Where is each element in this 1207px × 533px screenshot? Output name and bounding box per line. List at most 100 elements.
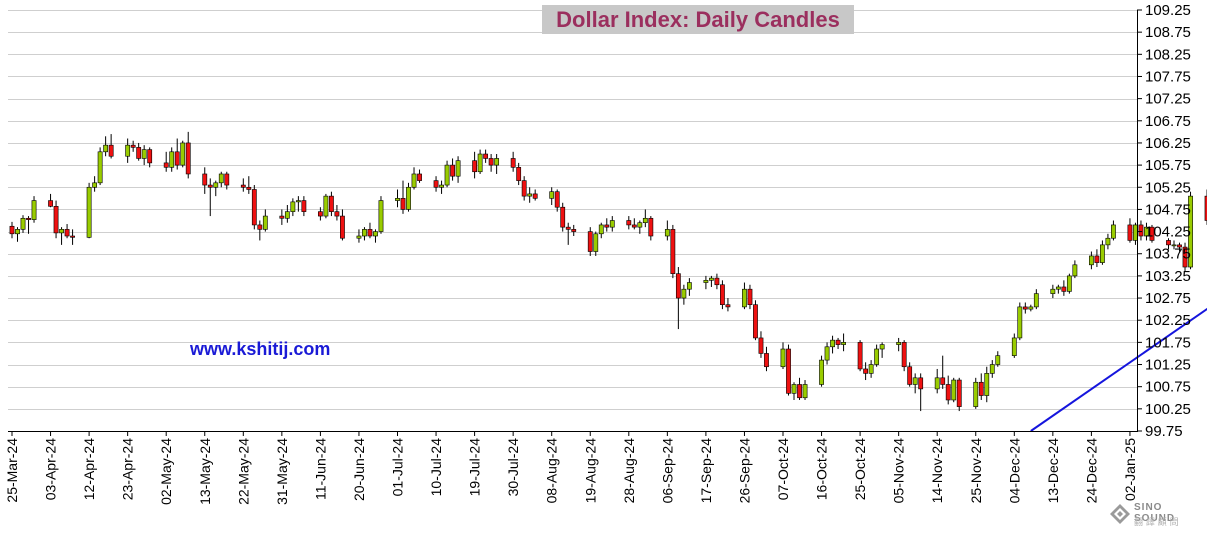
candle-body: [1089, 255, 1094, 266]
candle-body: [989, 364, 995, 374]
candle-body: [1100, 244, 1105, 263]
candle-body: [830, 339, 835, 348]
x-tick-label: 31-May-24: [274, 438, 290, 505]
candle-body: [262, 215, 268, 230]
candle-body: [279, 215, 285, 219]
candle-body: [560, 206, 566, 228]
candle-body: [1182, 246, 1188, 268]
x-tick-label: 23-Apr-24: [120, 438, 136, 500]
candle-body: [411, 173, 417, 188]
candle-body: [417, 173, 422, 181]
candle-body: [86, 186, 92, 238]
candle-body: [284, 211, 290, 219]
candle-body: [879, 344, 885, 350]
candle-body: [477, 153, 483, 173]
y-tick-label: 108.25: [1145, 46, 1191, 63]
candle-body: [1028, 306, 1034, 310]
candle-body: [295, 200, 301, 203]
x-tick-label: 14-Nov-24: [929, 438, 945, 504]
candle-body: [257, 224, 263, 230]
y-tick-label: 103.25: [1145, 268, 1191, 285]
y-tick-label: 102.75: [1145, 290, 1191, 307]
candle-body: [439, 184, 444, 188]
candle-body: [1149, 226, 1155, 241]
candle-body: [455, 160, 461, 177]
candle-body: [323, 195, 329, 217]
candle-body: [868, 364, 874, 374]
candle-body: [174, 151, 180, 166]
x-tick-label: 25-Mar-24: [4, 438, 20, 503]
candle-body: [130, 144, 136, 148]
candle-body: [406, 186, 411, 210]
candle-body: [224, 173, 230, 186]
candle-body: [48, 200, 53, 207]
candle-body: [720, 284, 725, 306]
x-tick-label: 02-Jan-25: [1122, 438, 1138, 501]
candle-body: [835, 339, 841, 345]
x-tick-labels: 25-Mar-24 03-Apr-24 12-Apr-24 23-Apr-24 02-M…: [4, 431, 1138, 505]
candle-body: [686, 282, 692, 290]
candle-body: [907, 366, 913, 385]
candle-body: [758, 337, 764, 354]
x-tick-label: 30-Jul-24: [505, 438, 521, 497]
candle-body: [863, 368, 869, 374]
candle-body: [742, 288, 747, 308]
candle-body: [395, 198, 400, 201]
x-tick-label: 26-Sep-24: [736, 438, 752, 504]
candle-body: [857, 342, 863, 370]
candle-body: [290, 201, 296, 212]
x-tick-label: 20-Jun-24: [351, 438, 367, 501]
candle-body: [97, 151, 103, 184]
y-tick-label: 107.25: [1145, 91, 1191, 108]
trendline: [1030, 307, 1207, 432]
y-tick-label: 106.75: [1145, 113, 1191, 130]
candle-body: [587, 231, 593, 252]
candle-body: [1111, 224, 1116, 239]
x-tick-label: 16-Oct-24: [814, 438, 830, 500]
candle-body: [141, 149, 147, 159]
candle-body: [26, 217, 31, 220]
x-tick-label: 02-May-24: [158, 438, 174, 505]
candle-body: [53, 206, 59, 234]
y-tick-label: 105.75: [1145, 157, 1191, 174]
x-tick-label: 06-Sep-24: [659, 438, 675, 504]
candle-body: [103, 144, 109, 153]
candle-body: [494, 158, 500, 166]
candle-body: [532, 193, 538, 199]
y-tick-label: 100.25: [1145, 401, 1191, 418]
candle-body: [973, 381, 979, 407]
candle-body: [945, 384, 951, 401]
candle-body: [450, 164, 455, 177]
candle-body: [1011, 337, 1017, 356]
x-tick-label: 07-Oct-24: [775, 438, 791, 500]
candle-body: [246, 186, 252, 190]
candle-body: [169, 151, 175, 168]
x-tick-label: 22-May-24: [235, 438, 251, 505]
candle-body: [1017, 306, 1023, 339]
candle-body: [1050, 288, 1056, 294]
y-tick-label: 102.25: [1145, 312, 1191, 329]
candle-body: [940, 377, 946, 385]
candle-body: [1138, 224, 1144, 237]
x-tick-label: 08-Aug-24: [544, 438, 560, 504]
axes: [8, 10, 1138, 432]
candle-body: [9, 225, 15, 235]
candle-body: [1166, 240, 1171, 246]
candle-body: [1033, 293, 1039, 308]
candle-body: [70, 235, 75, 238]
candle-body: [1204, 195, 1207, 221]
grid-lines: [8, 10, 1137, 432]
candle-body: [747, 288, 753, 306]
candle-body: [488, 158, 494, 166]
candle-body: [20, 217, 26, 230]
candle-body: [631, 224, 637, 228]
y-tick-label: 99.75: [1145, 423, 1183, 440]
candle-body: [378, 200, 384, 232]
y-tick-label: 101.25: [1145, 357, 1191, 374]
candle-body: [510, 158, 516, 168]
candle-body: [714, 277, 720, 286]
candle-body: [31, 200, 37, 220]
candle-body: [901, 342, 907, 368]
y-tick-label: 105.25: [1145, 179, 1191, 196]
x-tick-label: 12-Apr-24: [81, 438, 97, 500]
